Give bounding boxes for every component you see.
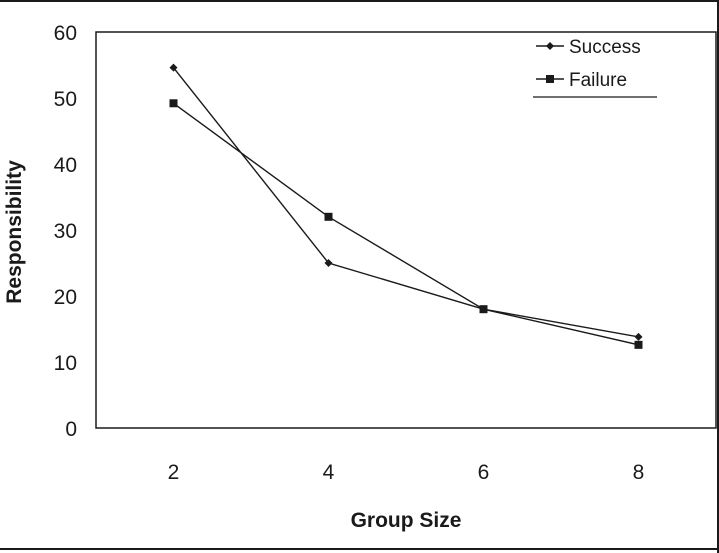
series-layer (169, 63, 643, 349)
series-line-failure (173, 102, 639, 346)
legend-failure-marker (546, 75, 554, 83)
legend-success-marker (546, 42, 554, 50)
x-tick-label: 8 (633, 461, 645, 484)
legend: Success Failure (533, 37, 657, 98)
y-axis-title: Responsibility (3, 160, 26, 304)
x-axis-ticks: 2 4 6 8 (168, 461, 645, 484)
y-tick-label: 40 (54, 154, 77, 177)
data-point-failure (634, 340, 643, 349)
data-point-failure (324, 212, 333, 221)
plot-area (95, 31, 717, 429)
y-tick-label: 0 (65, 418, 77, 441)
data-point-failure (169, 99, 178, 108)
x-tick-label: 4 (323, 461, 335, 484)
data-point-failure (479, 305, 488, 314)
x-axis-title: Group Size (351, 509, 462, 532)
data-point-success (634, 332, 643, 341)
y-tick-label: 10 (54, 352, 77, 375)
x-tick-label: 2 (168, 461, 180, 484)
x-tick-label: 6 (478, 461, 490, 484)
data-point-success (169, 63, 178, 72)
legend-failure-label: Failure (569, 70, 627, 91)
series-line-success (172, 67, 639, 338)
y-tick-label: 30 (54, 220, 77, 243)
y-tick-label: 50 (54, 88, 77, 111)
y-tick-label: 60 (54, 22, 77, 45)
y-tick-label: 20 (54, 286, 77, 309)
legend-success-label: Success (569, 37, 641, 58)
data-point-success (324, 259, 333, 267)
y-axis-ticks: 0 10 20 30 40 50 60 (54, 22, 77, 441)
